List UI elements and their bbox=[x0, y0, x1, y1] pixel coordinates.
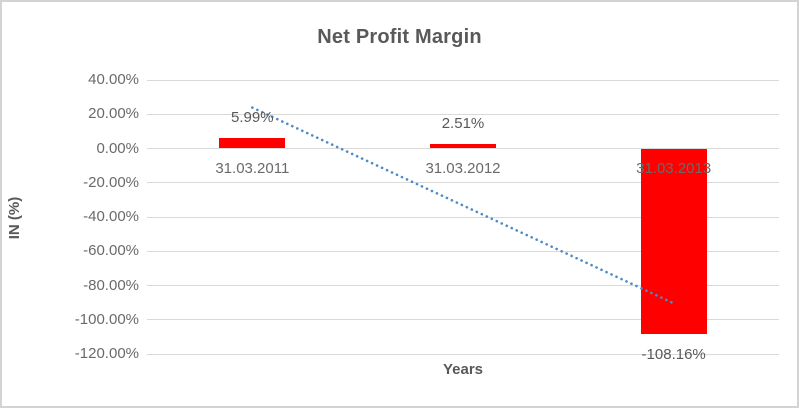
category-label: 31.03.2012 bbox=[425, 159, 501, 177]
category-label: 31.03.2013 bbox=[636, 159, 712, 177]
y-axis-tick-label: -40.00% bbox=[83, 208, 139, 225]
y-axis-tick-label: 40.00% bbox=[88, 71, 139, 88]
gridline bbox=[147, 353, 779, 355]
data-label: -108.16% bbox=[641, 345, 706, 363]
y-axis-tick-label: 0.00% bbox=[96, 139, 139, 157]
category-label: 31.03.2011 bbox=[215, 159, 290, 177]
bar-31.03.2011 bbox=[219, 138, 286, 149]
gridline bbox=[147, 79, 779, 81]
bar-31.03.2012 bbox=[430, 144, 496, 149]
y-axis-tick-label: 20.00% bbox=[88, 105, 139, 123]
y-axis-tick-label: -60.00% bbox=[83, 242, 139, 260]
x-axis-title: Years bbox=[442, 361, 484, 378]
data-label: 2.51% bbox=[441, 115, 485, 133]
chart-title: Net Profit Margin bbox=[317, 26, 482, 48]
y-axis-tick-label: -20.00% bbox=[83, 173, 139, 191]
data-label: 5.99% bbox=[231, 109, 274, 127]
gridline bbox=[147, 319, 779, 321]
y-axis-tick-label: -100.00% bbox=[74, 310, 139, 328]
y-axis-tick-label: -80.00% bbox=[83, 276, 139, 294]
y-axis-tick-label: -120.00% bbox=[74, 345, 139, 362]
